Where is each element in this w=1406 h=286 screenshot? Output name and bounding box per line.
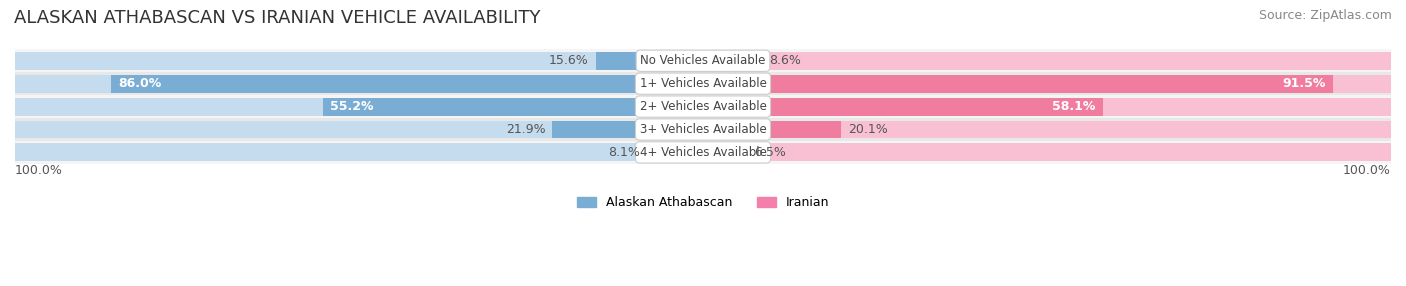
Text: 58.1%: 58.1% <box>1053 100 1095 113</box>
Bar <box>703 75 1391 93</box>
Bar <box>703 121 841 138</box>
Bar <box>15 52 703 70</box>
Text: 100.0%: 100.0% <box>15 164 63 177</box>
Bar <box>15 118 1391 141</box>
Bar <box>703 52 1391 70</box>
Bar <box>703 98 1102 116</box>
Text: 1+ Vehicles Available: 1+ Vehicles Available <box>640 77 766 90</box>
Text: 91.5%: 91.5% <box>1282 77 1326 90</box>
Bar <box>703 52 762 70</box>
Bar <box>15 49 1391 72</box>
Bar <box>553 121 703 138</box>
Text: 100.0%: 100.0% <box>1343 164 1391 177</box>
Text: 55.2%: 55.2% <box>330 100 374 113</box>
Bar <box>15 141 1391 164</box>
Bar <box>703 98 1391 116</box>
Text: 21.9%: 21.9% <box>506 123 546 136</box>
Text: 2+ Vehicles Available: 2+ Vehicles Available <box>640 100 766 113</box>
Text: ALASKAN ATHABASCAN VS IRANIAN VEHICLE AVAILABILITY: ALASKAN ATHABASCAN VS IRANIAN VEHICLE AV… <box>14 9 540 27</box>
Bar <box>703 121 1391 138</box>
Bar <box>596 52 703 70</box>
Bar <box>647 144 703 161</box>
Bar <box>15 95 1391 118</box>
Text: 4+ Vehicles Available: 4+ Vehicles Available <box>640 146 766 159</box>
Bar <box>703 75 1333 93</box>
Text: 8.6%: 8.6% <box>769 54 801 67</box>
Bar <box>15 98 703 116</box>
Text: Source: ZipAtlas.com: Source: ZipAtlas.com <box>1258 9 1392 21</box>
Text: 3+ Vehicles Available: 3+ Vehicles Available <box>640 123 766 136</box>
Bar <box>323 98 703 116</box>
Bar <box>15 72 1391 95</box>
Text: 15.6%: 15.6% <box>548 54 589 67</box>
Text: 8.1%: 8.1% <box>609 146 640 159</box>
Bar <box>703 144 1391 161</box>
Legend: Alaskan Athabascan, Iranian: Alaskan Athabascan, Iranian <box>576 196 830 209</box>
Bar <box>703 144 748 161</box>
Bar <box>15 121 703 138</box>
Text: 20.1%: 20.1% <box>848 123 889 136</box>
Bar <box>15 144 703 161</box>
Bar <box>15 75 703 93</box>
Text: No Vehicles Available: No Vehicles Available <box>640 54 766 67</box>
Text: 6.5%: 6.5% <box>755 146 786 159</box>
Text: 86.0%: 86.0% <box>118 77 162 90</box>
Bar <box>111 75 703 93</box>
